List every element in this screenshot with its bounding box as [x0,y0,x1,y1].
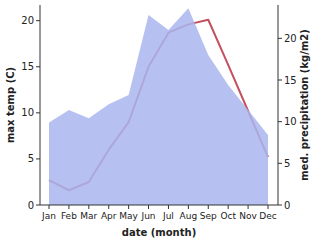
y2-tick-label: 10 [284,116,297,127]
y-tick [36,205,40,206]
right-axis [278,5,279,205]
y-tick-label: 20 [21,15,34,26]
left-axis [40,5,41,205]
x-tick-label: Jul [162,211,174,221]
chart: 0 5 10 15 20 0 5 10 15 20 Jan FebMar AprMayJun Jul Aug… [0,0,318,242]
x-tick [88,205,89,209]
x-tick [128,205,129,209]
x-tick-label: Dec [259,211,276,221]
y-tick-label: 5 [28,153,34,164]
y2-tick-label: 0 [284,200,290,211]
y-tick-label: 10 [21,107,34,118]
x-tick [148,205,149,209]
x-tick [208,205,209,209]
x-tick [188,205,189,209]
y-axis-label: max temp (C) [5,67,16,143]
x-axis-label: date (month) [122,227,196,238]
x-tick-label: Sep [200,211,217,221]
y2-tick [278,80,282,81]
x-tick-label: Jun [141,211,156,221]
x-tick-label: Aug [180,211,198,221]
x-tick [68,205,69,209]
y2-tick-label: 5 [284,158,290,169]
y2-tick [278,163,282,164]
x-tick-label: Feb [61,211,77,221]
y-tick-label: 0 [28,200,34,211]
x-tick-label: Apr [101,211,117,221]
y-tick [36,20,40,21]
x-tick [228,205,229,209]
x-tick-label: May [119,211,138,221]
x-tick [248,205,249,209]
y2-tick-label: 15 [284,75,297,86]
y-tick-label: 15 [21,61,34,72]
y2-tick [278,38,282,39]
x-tick [168,205,169,209]
x-tick-label: Jan [41,211,56,221]
y-tick [36,112,40,113]
x-tick-label: Nov [239,211,257,221]
y2-tick [278,205,282,206]
x-tick [108,205,109,209]
x-tick-label: Oct [220,211,236,221]
x-tick [268,205,269,209]
plot-area [49,8,268,205]
y2-tick [278,121,282,122]
y-tick [36,158,40,159]
y2-tick-label: 20 [284,33,297,44]
precipitation-area [49,8,268,205]
y-tick [36,66,40,67]
x-tick-label: Mar [80,211,97,221]
x-tick [49,205,50,209]
bottom-axis [40,205,278,206]
y2-axis-label: med. precipitation (kg/m2) [299,29,310,181]
